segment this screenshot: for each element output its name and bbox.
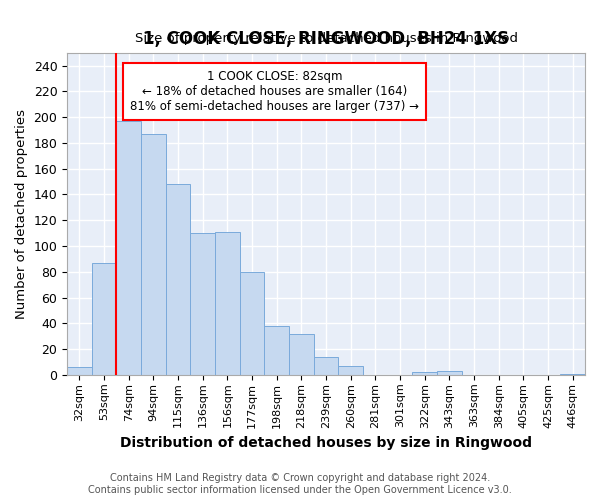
Bar <box>560 374 585 375</box>
Bar <box>338 366 363 375</box>
Bar <box>116 121 141 375</box>
Title: 1, COOK CLOSE, RINGWOOD, BH24 1XS: 1, COOK CLOSE, RINGWOOD, BH24 1XS <box>143 30 509 48</box>
Bar <box>166 184 190 375</box>
Bar <box>437 371 462 375</box>
Bar <box>314 357 338 375</box>
Bar <box>240 272 265 375</box>
Bar <box>289 334 314 375</box>
Bar <box>92 263 116 375</box>
Text: Size of property relative to detached houses in Ringwood: Size of property relative to detached ho… <box>134 32 518 44</box>
Bar <box>190 233 215 375</box>
Bar <box>265 326 289 375</box>
Bar <box>412 372 437 375</box>
Bar <box>67 368 92 375</box>
Y-axis label: Number of detached properties: Number of detached properties <box>15 109 28 319</box>
Bar <box>215 232 240 375</box>
Text: Contains HM Land Registry data © Crown copyright and database right 2024.
Contai: Contains HM Land Registry data © Crown c… <box>88 474 512 495</box>
Text: 1 COOK CLOSE: 82sqm
← 18% of detached houses are smaller (164)
81% of semi-detac: 1 COOK CLOSE: 82sqm ← 18% of detached ho… <box>130 70 419 113</box>
Bar <box>141 134 166 375</box>
X-axis label: Distribution of detached houses by size in Ringwood: Distribution of detached houses by size … <box>120 436 532 450</box>
